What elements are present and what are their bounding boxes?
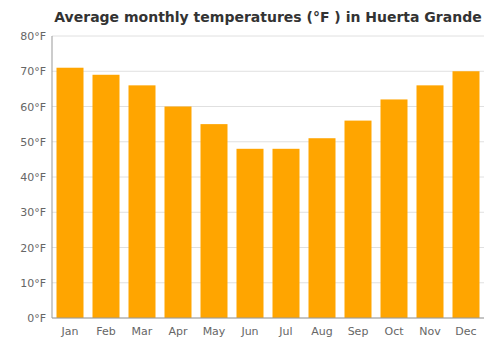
x-tick-label: Nov xyxy=(419,325,441,338)
grid-line xyxy=(52,36,484,37)
bar xyxy=(453,71,480,318)
grid-line xyxy=(52,71,484,72)
bar xyxy=(345,121,372,318)
x-tick-label: Dec xyxy=(455,325,476,338)
x-tick-label: Aug xyxy=(311,325,332,338)
x-tick-label: Mar xyxy=(132,325,153,338)
bar xyxy=(417,85,444,318)
bar xyxy=(93,75,120,318)
x-tick-label: Jul xyxy=(278,325,292,338)
x-tick-label: Oct xyxy=(384,325,404,338)
y-grid xyxy=(52,36,484,318)
x-tick-label: Jan xyxy=(61,325,79,338)
x-tick-label: Feb xyxy=(96,325,115,338)
y-tick-label: 70°F xyxy=(20,65,46,78)
bar xyxy=(273,149,300,318)
y-tick-label: 30°F xyxy=(20,206,46,219)
x-tick-label: Apr xyxy=(168,325,188,338)
bars xyxy=(57,68,480,318)
y-tick-label: 60°F xyxy=(20,101,46,114)
x-tick-label: Sep xyxy=(348,325,369,338)
y-tick-label: 80°F xyxy=(20,30,46,43)
chart-title: Average monthly temperatures (°F ) in Hu… xyxy=(54,9,481,25)
bar xyxy=(201,124,228,318)
grid-line xyxy=(52,318,484,319)
bar xyxy=(309,138,336,318)
y-tick-label: 50°F xyxy=(20,136,46,149)
x-tick-label: May xyxy=(203,325,226,338)
chart-container: Average monthly temperatures (°F ) in Hu… xyxy=(0,0,500,350)
x-tick-label: Jun xyxy=(240,325,258,338)
x-axis-line xyxy=(52,318,484,319)
bar xyxy=(237,149,264,318)
bar xyxy=(165,107,192,319)
bar xyxy=(57,68,84,318)
bar xyxy=(381,99,408,318)
y-tick-label: 40°F xyxy=(20,171,46,184)
y-tick-label: 10°F xyxy=(20,277,46,290)
bar xyxy=(129,85,156,318)
y-axis-line xyxy=(52,36,53,318)
y-tick-label: 0°F xyxy=(27,312,46,325)
y-tick-label: 20°F xyxy=(20,242,46,255)
chart-svg: Average monthly temperatures (°F ) in Hu… xyxy=(0,0,500,350)
